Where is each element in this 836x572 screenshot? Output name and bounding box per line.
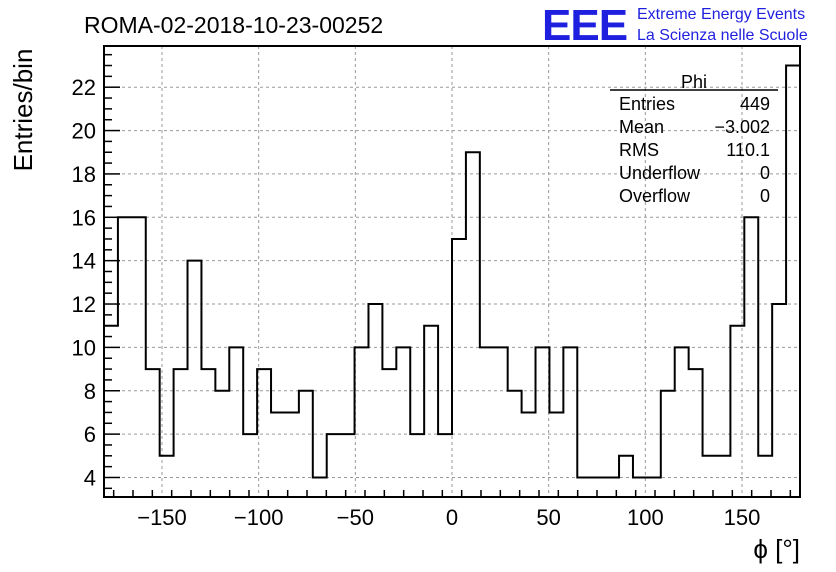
y-tick-label: 10 <box>72 335 96 360</box>
y-tick-label: 22 <box>72 75 96 100</box>
stats-title: Phi <box>681 72 707 92</box>
chart-title: ROMA-02-2018-10-23-00252 <box>84 12 383 38</box>
histogram-series <box>104 64 800 479</box>
y-tick-label: 12 <box>72 292 96 317</box>
logo-line-2: La Scienza nelle Scuole <box>637 27 808 44</box>
x-tick-label: 0 <box>446 505 458 530</box>
stats-row-label: Entries <box>619 94 675 114</box>
stats-row-value: 0 <box>760 163 770 183</box>
x-axis-title: ϕ [°] <box>753 534 800 564</box>
eee-logo-mark: EEE <box>542 1 627 50</box>
y-tick-label: 20 <box>72 119 96 144</box>
y-tick-labels: 4 6 8 10 12 14 16 18 20 22 <box>72 75 96 490</box>
x-tick-labels: −150 −100 −50 0 50 100 150 <box>137 505 760 530</box>
x-tick-label: −100 <box>234 505 284 530</box>
y-tick-label: 4 <box>84 465 96 490</box>
x-tick-label: −150 <box>137 505 187 530</box>
stats-row-label: Mean <box>619 117 664 137</box>
stats-row-label: Overflow <box>619 186 691 206</box>
stats-row-value: 449 <box>740 94 770 114</box>
logo-line-1: Extreme Energy Events <box>637 6 805 23</box>
y-tick-label: 8 <box>84 379 96 404</box>
histogram-step-line <box>104 64 800 479</box>
stats-row-value: −3.002 <box>714 117 770 137</box>
y-tick-label: 6 <box>84 422 96 447</box>
y-tick-label: 16 <box>72 205 96 230</box>
stats-rows: Entries 449 Mean −3.002 RMS 110.1 Underflow 0 Ov… <box>619 94 770 206</box>
axis-ticks <box>104 53 792 497</box>
x-tick-label: 50 <box>536 505 560 530</box>
x-tick-label: −50 <box>337 505 374 530</box>
stats-row-label: Underflow <box>619 163 701 183</box>
stats-row-label: RMS <box>619 140 659 160</box>
y-tick-label: 18 <box>72 162 96 187</box>
x-tick-label: 150 <box>724 505 761 530</box>
y-tick-label: 14 <box>72 249 96 274</box>
stats-row-value: 0 <box>760 186 770 206</box>
stats-row-value: 110.1 <box>726 140 770 160</box>
stats-box: Phi Entries 449 Mean −3.002 RMS 110.1 Underflo… <box>610 72 778 206</box>
y-axis-title: Entries/bin <box>8 49 38 172</box>
x-tick-label: 100 <box>627 505 664 530</box>
